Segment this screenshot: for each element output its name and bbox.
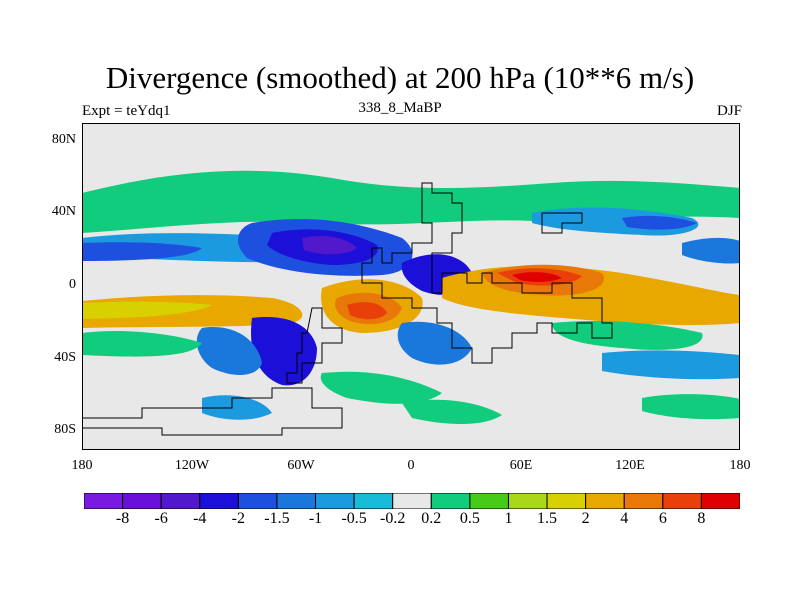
lat-tick-label: 40N	[51, 204, 76, 219]
divergence-map	[82, 123, 740, 450]
lon-tick-label: 120W	[174, 458, 210, 473]
lon-tick-label: 180	[729, 458, 751, 473]
lon-tick-label: 0	[407, 458, 415, 473]
period-label: 338_8_MaBP	[358, 100, 442, 116]
colorbar-label: 0.5	[459, 510, 480, 527]
colorbar-cell	[237, 493, 278, 509]
colorbar-cell	[160, 493, 201, 509]
lon-tick-label: 180	[71, 458, 93, 473]
colorbar-label: -0.5	[341, 510, 367, 527]
colorbar-cell	[276, 493, 317, 509]
season-label: DJF	[716, 103, 742, 119]
lon-tick-label: 60W	[287, 458, 315, 473]
colorbar-cell	[392, 493, 432, 509]
colorbar-label: -4	[193, 510, 207, 527]
colorbar-cell	[546, 493, 587, 509]
colorbar-cell	[700, 493, 740, 509]
colorbar	[84, 493, 740, 509]
colorbar-label: -1	[308, 510, 323, 527]
lon-tick-label: 120E	[615, 458, 645, 473]
colorbar-cell	[507, 493, 548, 509]
lat-tick-label: 40S	[54, 350, 76, 365]
experiment-label: Expt = teYdq1	[82, 103, 171, 119]
colorbar-label: 1	[504, 510, 513, 527]
lat-tick-label: 0	[69, 277, 76, 292]
colorbar-label: 6	[658, 510, 667, 527]
colorbar-cell	[353, 493, 394, 509]
colorbar-label: -6	[154, 510, 168, 527]
colorbar-cell	[623, 493, 664, 509]
colorbar-cell	[199, 493, 239, 509]
page-title: Divergence (smoothed) at 200 hPa (10**6 …	[105, 60, 695, 95]
colorbar-cell	[84, 493, 124, 509]
colorbar-cell	[662, 493, 702, 509]
colorbar-label: 0.2	[421, 510, 442, 527]
lon-tick-label: 60E	[509, 458, 533, 473]
lat-tick-label: 80N	[51, 132, 76, 147]
colorbar-cell	[315, 493, 355, 509]
colorbar-label: 8	[697, 510, 706, 527]
colorbar-cell	[585, 493, 625, 509]
colorbar-label: -0.2	[380, 510, 406, 527]
colorbar-label: -8	[115, 510, 130, 527]
colorbar-label: -2	[231, 510, 245, 527]
colorbar-label: -1.5	[264, 510, 290, 527]
colorbar-label: 4	[620, 510, 629, 527]
colorbar-cell	[469, 493, 509, 509]
colorbar-label: 2	[581, 510, 590, 527]
colorbar-cell	[430, 493, 471, 509]
lat-tick-label: 80S	[54, 422, 76, 437]
colorbar-label: 1.5	[537, 510, 558, 527]
colorbar-cell	[122, 493, 162, 509]
